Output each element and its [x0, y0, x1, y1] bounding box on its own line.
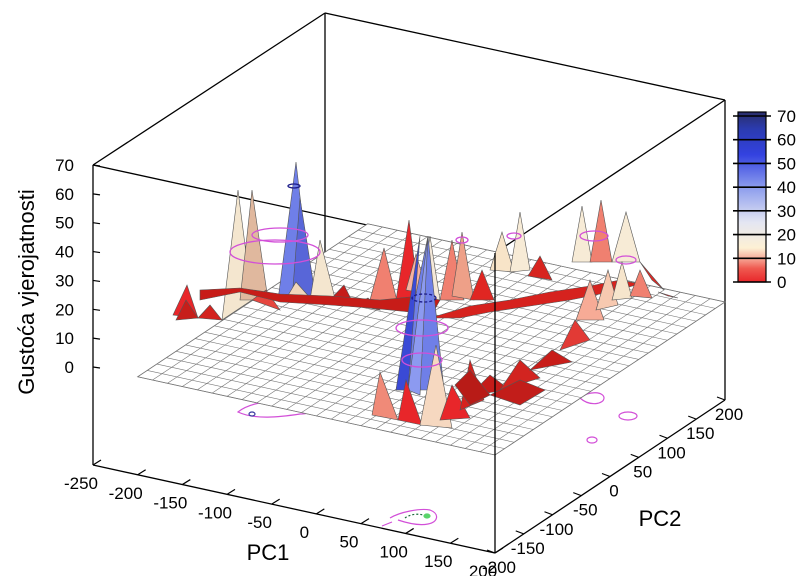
x-tick-mark — [137, 469, 146, 476]
x-tick-label: 0 — [300, 523, 309, 542]
y-tick-mark — [515, 530, 524, 535]
z-tick-mark — [92, 250, 101, 254]
surface-contours — [229, 183, 637, 368]
mesh-line-y — [329, 248, 687, 328]
colorbar: 0 10 20 30 40 50 60 70 — [733, 107, 796, 292]
colorbar-tick-label: 30 — [777, 202, 796, 221]
mesh-line-x — [450, 291, 681, 446]
y-tick-label: -100 — [539, 520, 573, 539]
z-tick-label: 0 — [65, 358, 74, 377]
z-tick-label: 30 — [55, 271, 74, 290]
y-tick-label: 50 — [633, 462, 652, 481]
z-tick-mark — [92, 308, 101, 311]
mesh-line-y — [338, 242, 697, 322]
x-tick-mark — [450, 537, 459, 544]
x-tick-mark — [360, 518, 370, 525]
z-axis-title: Gustoća vjerojatnosti — [14, 189, 39, 394]
y-tick-mark — [659, 434, 668, 439]
z-tick-mark — [92, 222, 101, 225]
colorbar-tick-label: 50 — [777, 154, 796, 173]
axis-ticks: -250-200-150-100-50050100150200-200-150-… — [55, 156, 743, 576]
y-tick-mark — [630, 453, 639, 458]
mesh-line-x — [465, 295, 696, 449]
x-tick-label: 50 — [340, 533, 359, 552]
colorbar-tick-label: 10 — [777, 249, 796, 268]
z-tick-label: 50 — [55, 214, 74, 233]
z-tick-label: 20 — [55, 300, 74, 319]
colorbar-tick-label: 60 — [777, 131, 796, 150]
x-tick-label: -50 — [247, 513, 272, 532]
x-tick-mark — [405, 527, 414, 534]
x-tick-label: -200 — [109, 484, 143, 503]
z-tick-mark — [92, 279, 101, 283]
colorbar-gradient — [737, 111, 767, 283]
z-tick-label: 40 — [55, 243, 74, 262]
colorbar-tick-label: 70 — [777, 107, 796, 126]
y-tick-label: 100 — [657, 443, 685, 462]
mesh-line-x — [494, 301, 726, 456]
x-tick-mark — [271, 498, 280, 505]
x-tick-label: -250 — [64, 474, 98, 493]
z-tick-mark — [92, 366, 101, 369]
y-tick-mark — [601, 472, 611, 478]
x-tick-mark — [226, 488, 236, 495]
z-tick-mark — [92, 193, 101, 196]
y-tick-mark — [573, 492, 582, 497]
surface-peaks — [172, 161, 679, 429]
z-tick-mark — [92, 337, 101, 340]
x-tick-mark — [92, 459, 102, 466]
x-tick-label: 150 — [424, 552, 452, 571]
colorbar-tick-label: 0 — [777, 273, 786, 292]
y-tick-mark — [688, 415, 697, 420]
y-tick-label: 150 — [686, 424, 714, 443]
y-tick-mark — [544, 511, 553, 516]
mesh-line-y — [367, 223, 726, 303]
x-axis-title: PC1 — [247, 540, 290, 565]
y-tick-mark — [486, 549, 496, 554]
y-axis-title: PC2 — [639, 506, 682, 531]
x-tick-mark — [494, 547, 504, 554]
z-tick-label: 10 — [55, 329, 74, 348]
z-tick-label: 70 — [55, 156, 74, 175]
x-tick-mark — [182, 479, 191, 486]
y-tick-label: -150 — [511, 539, 545, 558]
colorbar-tick-label: 20 — [777, 226, 796, 245]
y-tick-mark — [716, 396, 726, 401]
y-tick-label: -200 — [482, 558, 516, 576]
z-tick-label: 60 — [55, 185, 74, 204]
z-tick-mark — [92, 164, 101, 167]
colorbar-ticks: 0 10 20 30 40 50 60 70 — [733, 107, 796, 292]
x-tick-label: -100 — [198, 503, 232, 522]
y-tick-label: 0 — [609, 482, 618, 501]
y-tick-label: -50 — [573, 501, 598, 520]
x-tick-mark — [316, 508, 325, 515]
x-tick-label: -150 — [153, 494, 187, 513]
x-tick-label: 100 — [379, 542, 407, 561]
x-tick-label: 200 — [469, 562, 497, 576]
mesh-line-x — [479, 298, 711, 452]
colorbar-tick-label: 40 — [777, 178, 796, 197]
y-tick-label: 200 — [715, 405, 743, 424]
